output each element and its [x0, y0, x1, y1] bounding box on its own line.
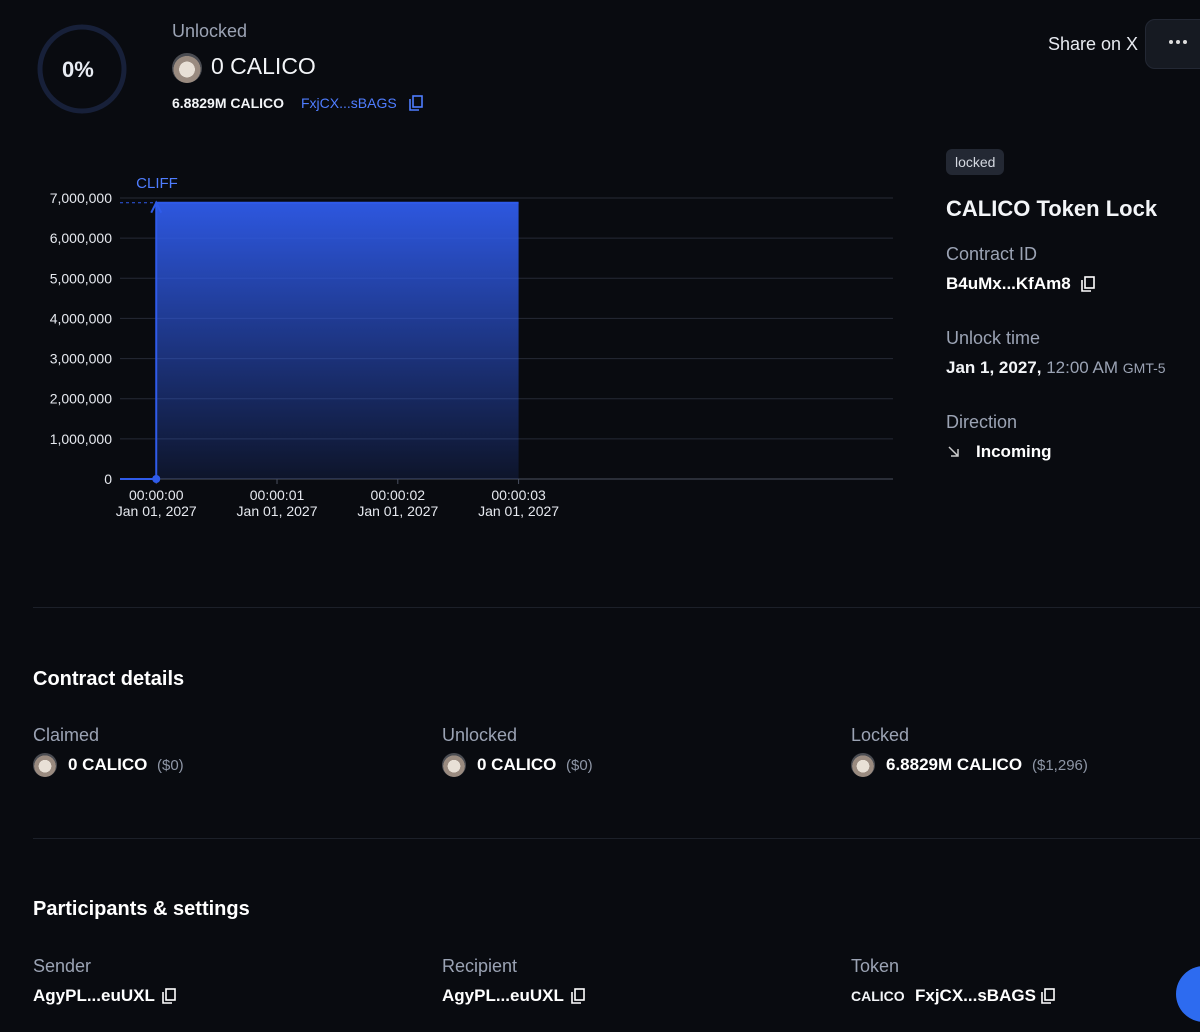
- direction: Incoming: [976, 442, 1052, 461]
- copy-icon[interactable]: [1080, 276, 1096, 292]
- progress-ring: [37, 24, 127, 114]
- label: Locked: [851, 725, 910, 745]
- label: Contract ID: [946, 244, 1038, 264]
- area: [156, 202, 519, 479]
- y-tick-label: 3,000,000: [50, 351, 112, 367]
- label: Unlock time: [946, 328, 1041, 348]
- label: Token: [851, 956, 900, 976]
- total: 6.8829M CALICO: [172, 95, 285, 111]
- token-icon: [442, 753, 466, 777]
- label: Recipient: [442, 956, 518, 976]
- y-tick-label: 7,000,000: [50, 190, 112, 206]
- copy-icon[interactable]: [1040, 988, 1056, 1004]
- unlocked-amount: 0 CALICO: [211, 53, 316, 79]
- cliff-arrow: [150, 200, 163, 214]
- unlock-tz: GMT-5: [1122, 360, 1166, 376]
- chat-button[interactable]: [1176, 966, 1200, 1022]
- copy-icon[interactable]: [570, 988, 586, 1004]
- x-tick-date: Jan 01, 2027: [357, 503, 438, 519]
- unlock-clock: 12:00 AM: [1046, 358, 1119, 377]
- divider: [33, 838, 1200, 839]
- divider: [33, 607, 1200, 608]
- label: Sender: [33, 956, 92, 976]
- lock-title: CALICO Token Lock: [946, 196, 1158, 221]
- direction-icon: [948, 446, 959, 457]
- amount: 0 CALICO: [477, 755, 557, 774]
- x-tick-date: Jan 01, 2027: [478, 503, 559, 519]
- copy-icon[interactable]: [408, 95, 424, 111]
- amount: 0 CALICO: [68, 755, 148, 774]
- token-icon: [33, 753, 57, 777]
- recipient: AgyPL...euUXL: [442, 986, 564, 1005]
- usd: ($0): [566, 757, 593, 774]
- y-tick-label: 4,000,000: [50, 310, 112, 326]
- label: Unlocked: [442, 725, 518, 745]
- amount: 6.8829M CALICO: [886, 755, 1023, 774]
- label: Claimed: [33, 725, 100, 745]
- x-tick-date: Jan 01, 2027: [237, 503, 318, 519]
- usd: ($1,296): [1032, 757, 1088, 774]
- x-tick-date: Jan 01, 2027: [116, 503, 197, 519]
- token-icon: [172, 53, 202, 83]
- y-tick-label: 5,000,000: [50, 270, 112, 286]
- label: Direction: [946, 412, 1018, 432]
- unlock-time: Jan 1, 2027, 12:00 AM GMT-5: [946, 358, 1166, 378]
- more-button[interactable]: [1145, 19, 1200, 69]
- y-tick-label: 2,000,000: [50, 391, 112, 407]
- unlock-date: Jan 1, 2027,: [946, 358, 1042, 377]
- token-icon: [851, 753, 875, 777]
- copy-icon[interactable]: [161, 988, 177, 1004]
- x-tick-label: 00:00:01: [250, 487, 305, 503]
- x-tick-label: 00:00:00: [129, 487, 184, 503]
- y-tick-label: 6,000,000: [50, 230, 112, 246]
- token-symbol: CALICO: [851, 988, 905, 1004]
- y-tick-label: 0: [104, 471, 112, 487]
- y-tick-label: 1,000,000: [50, 431, 112, 447]
- x-tick-label: 00:00:03: [491, 487, 546, 503]
- section-title: Participants & settings: [33, 898, 250, 920]
- sender: AgyPL...euUXL: [33, 986, 155, 1005]
- x-tick-label: 00:00:02: [371, 487, 426, 503]
- chart: CLIFF 0 1,000,000 2,000,000 3,000,000 4,000,…: [50, 175, 893, 519]
- share-button[interactable]: Share on X: [1048, 34, 1139, 54]
- label: Unlocked: [172, 21, 248, 41]
- usd: ($0): [157, 757, 184, 774]
- contract-id: B4uMx...KfAm8: [946, 274, 1071, 293]
- section-title: Contract details: [33, 668, 185, 690]
- token-address[interactable]: FxjCX...sBAGS: [301, 95, 397, 111]
- cliff-dot: [152, 475, 161, 483]
- token-address: FxjCX...sBAGS: [915, 986, 1036, 1005]
- cliff-label: CLIFF: [136, 175, 178, 192]
- progress: 0%: [62, 57, 94, 82]
- status-badge: locked: [946, 149, 1005, 175]
